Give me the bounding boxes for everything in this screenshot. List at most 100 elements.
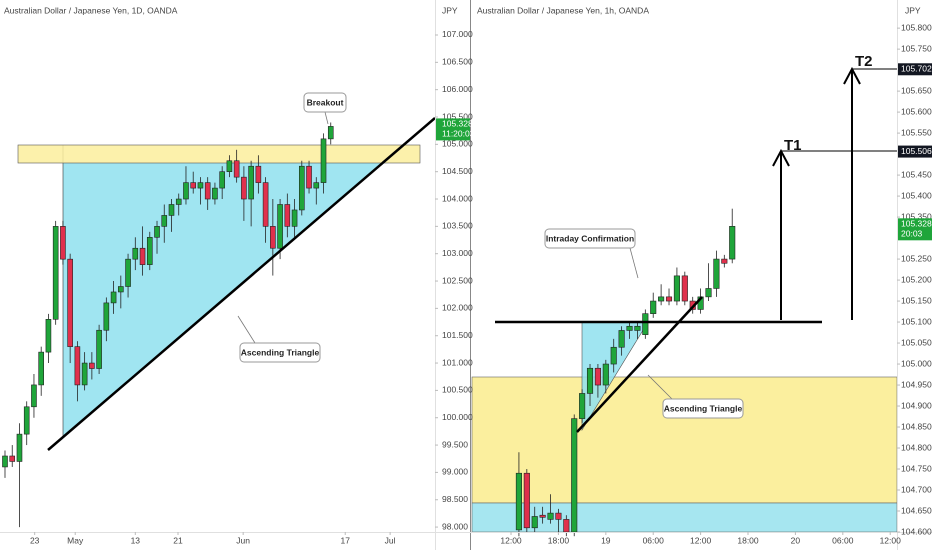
y-tick-label: 105.500 xyxy=(442,111,473,121)
candle-body xyxy=(270,226,276,249)
candle-body xyxy=(74,346,81,386)
candle-body xyxy=(571,418,578,533)
x-tick-label: 17 xyxy=(341,535,351,545)
callout-pointer xyxy=(647,374,673,400)
candle-body xyxy=(618,330,625,348)
y-tick-label: 98.000 xyxy=(442,521,468,531)
y-tick-label: 104.850 xyxy=(901,421,932,431)
y-tick-label: 104.800 xyxy=(901,442,932,452)
candle-body xyxy=(226,160,233,172)
y-tick-label: 106.000 xyxy=(442,84,473,94)
y-tick-label: 104.650 xyxy=(901,505,932,515)
candle-body xyxy=(110,291,117,304)
candle-body xyxy=(45,319,52,353)
x-tick-label: 12:00 xyxy=(880,535,902,545)
candle-body xyxy=(298,165,305,211)
x-tick-label: 21 xyxy=(173,535,183,545)
candle-body xyxy=(183,182,189,200)
currency: JPY xyxy=(442,5,458,15)
x-tick-label: Jun xyxy=(236,535,250,545)
candle-body xyxy=(320,138,327,183)
y-tick-label: 105.000 xyxy=(901,358,932,368)
currency: JPY xyxy=(905,5,921,15)
last-price-box xyxy=(436,118,470,141)
chart-title: Australian Dollar / Japanese Yen, 1D, OA… xyxy=(4,5,178,15)
y-tick-label: 103.500 xyxy=(442,221,473,231)
candle-body xyxy=(531,516,538,529)
x-tick-label: 12:00 xyxy=(690,535,712,545)
candle-body xyxy=(555,512,562,520)
y-tick-label: 101.000 xyxy=(442,357,473,367)
support-zone xyxy=(471,376,898,504)
y-tick-label: 105.250 xyxy=(901,253,932,263)
y-tick-label: 104.600 xyxy=(901,526,932,536)
price-marker-label: 105.506 xyxy=(901,146,932,156)
y-tick-label: 102.500 xyxy=(442,275,473,285)
callout-box xyxy=(662,398,744,419)
callout-pointer xyxy=(237,315,256,344)
callout-pointer xyxy=(324,111,329,125)
candle-body xyxy=(313,182,320,189)
candle-body xyxy=(154,226,160,238)
candle-body xyxy=(594,367,601,386)
x-tick-label: 20 xyxy=(791,535,801,545)
candle-body xyxy=(327,126,334,140)
chart-title: Australian Dollar / Japanese Yen, 1h, OA… xyxy=(477,5,649,15)
y-tick-label: 107.000 xyxy=(442,29,473,39)
callout-box xyxy=(303,92,347,113)
candle-body xyxy=(212,187,218,200)
x-tick-label: 23 xyxy=(30,535,40,545)
trendline xyxy=(47,117,436,451)
candle-body xyxy=(89,362,95,369)
trendline xyxy=(576,296,703,433)
candle-body xyxy=(2,455,8,468)
candle-body xyxy=(586,367,594,394)
resistance-zone xyxy=(17,144,421,164)
candle-body xyxy=(204,182,211,200)
x-tick-label: Jul xyxy=(385,535,396,545)
candle-body xyxy=(81,362,88,386)
y-tick-label: 106.500 xyxy=(442,57,473,67)
y-tick-label: 104.500 xyxy=(442,166,473,176)
candle-body xyxy=(146,236,153,265)
annotation: Intraday Confirmation xyxy=(546,233,634,243)
marks xyxy=(2,122,736,537)
callout-box xyxy=(544,228,636,249)
y-tick-label: 105.100 xyxy=(901,316,932,326)
y-tick-label: 104.000 xyxy=(442,193,473,203)
candle-body xyxy=(219,171,225,189)
candle-body xyxy=(306,165,312,189)
y-tick-label: 100.500 xyxy=(442,385,473,395)
y-tick-label: 105.450 xyxy=(901,169,932,179)
candle-body xyxy=(634,325,641,331)
candle-body xyxy=(197,182,204,189)
candle-body xyxy=(547,512,554,520)
candle-body xyxy=(277,204,283,249)
y-tick-label: 105.000 xyxy=(442,139,473,149)
candle-body xyxy=(132,247,139,260)
x-tick-label: 13 xyxy=(131,535,141,545)
countdown: 20:03 xyxy=(901,229,923,239)
candle-body xyxy=(523,472,530,529)
y-tick-label: 102.000 xyxy=(442,303,473,313)
y-tick-label: 101.500 xyxy=(442,330,473,340)
x-tick-label: 06:00 xyxy=(832,535,854,545)
candle-body xyxy=(539,514,546,518)
x-tick-label: 12:00 xyxy=(500,535,522,545)
candle-body xyxy=(658,296,665,302)
y-tick-label: 104.900 xyxy=(901,400,932,410)
candle-body xyxy=(713,258,720,289)
y-tick-label: 105.150 xyxy=(901,295,932,305)
y-tick-label: 100.000 xyxy=(442,412,473,422)
candle-body xyxy=(118,286,124,293)
candle-body xyxy=(673,275,680,302)
candle-body xyxy=(125,258,131,287)
y-tick-label: 105.600 xyxy=(901,106,932,116)
last-price: 105.328 xyxy=(442,119,473,129)
x-tick-label: 18:00 xyxy=(548,535,570,545)
candle-body xyxy=(563,519,570,533)
candle-body xyxy=(705,288,712,298)
candle-body xyxy=(67,258,73,347)
callout-pointer xyxy=(629,247,639,279)
